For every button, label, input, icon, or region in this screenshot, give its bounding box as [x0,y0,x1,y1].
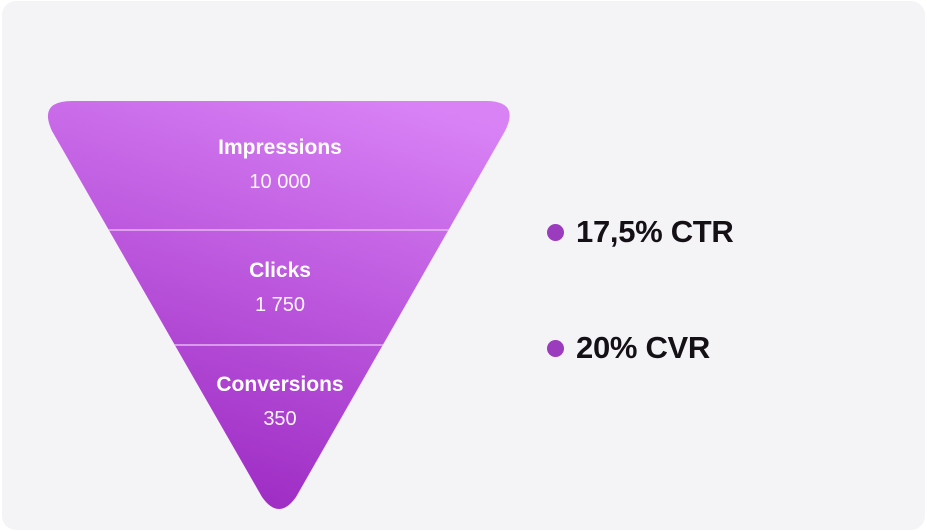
stage-label: Impressions [218,136,342,159]
funnel-body [47,101,510,509]
metric-cvr: 20% CVR [547,330,710,366]
stage-impressions: Impressions 10 000 [130,135,430,195]
stage-label: Clicks [249,259,311,282]
stage-value: 10 000 [249,171,311,193]
metric-label: 17,5% CTR [576,214,734,249]
stage-value: 1 750 [254,294,306,316]
bullet-dot-icon [547,223,564,241]
stage-clicks: Clicks 1 750 [130,258,430,318]
metric-ctr: 17,5% CTR [547,214,734,250]
bullet-dot-icon [547,339,564,357]
metric-label: 20% CVR [576,330,711,365]
stage-value: 350 [263,408,297,430]
stage-conversions: Conversions 350 [130,372,430,432]
stage-label: Conversions [216,373,344,396]
